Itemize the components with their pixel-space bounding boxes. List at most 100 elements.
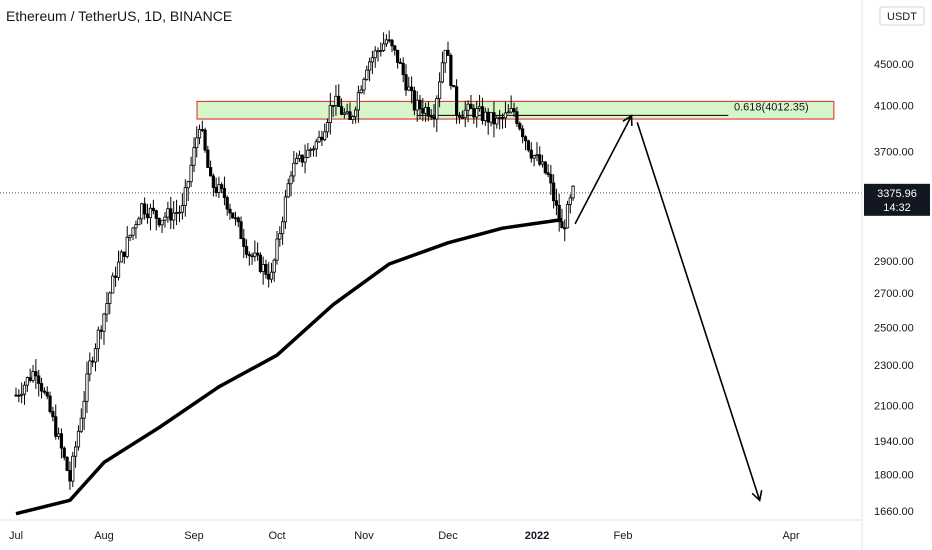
candle[interactable] bbox=[443, 49, 447, 73]
candle[interactable] bbox=[195, 126, 199, 158]
candle[interactable] bbox=[446, 41, 450, 56]
candle[interactable] bbox=[469, 94, 473, 110]
candle[interactable] bbox=[54, 404, 58, 440]
candle[interactable] bbox=[269, 262, 274, 283]
candle[interactable] bbox=[376, 47, 380, 62]
candle[interactable] bbox=[297, 150, 302, 162]
candle[interactable] bbox=[140, 202, 144, 225]
candle[interactable] bbox=[571, 184, 575, 201]
candle[interactable] bbox=[261, 256, 265, 285]
candle[interactable] bbox=[264, 259, 268, 279]
candle[interactable] bbox=[303, 144, 307, 174]
candle[interactable] bbox=[160, 219, 164, 233]
candle[interactable] bbox=[228, 203, 232, 220]
candle[interactable] bbox=[317, 130, 321, 144]
candle[interactable] bbox=[51, 406, 55, 422]
candle[interactable] bbox=[286, 178, 290, 199]
candle[interactable] bbox=[407, 76, 411, 92]
candle[interactable] bbox=[174, 199, 179, 226]
candle[interactable] bbox=[236, 216, 240, 228]
candle[interactable] bbox=[186, 180, 190, 201]
candle[interactable] bbox=[390, 38, 394, 52]
candle[interactable] bbox=[281, 216, 285, 245]
candle[interactable] bbox=[429, 109, 433, 121]
candle[interactable] bbox=[180, 193, 184, 220]
candle[interactable] bbox=[463, 100, 467, 128]
candle[interactable] bbox=[208, 160, 213, 177]
candle[interactable] bbox=[495, 115, 499, 129]
candle[interactable] bbox=[563, 219, 567, 242]
candle[interactable] bbox=[334, 85, 338, 116]
candle[interactable] bbox=[189, 156, 193, 187]
candle[interactable] bbox=[28, 368, 32, 383]
candle[interactable] bbox=[256, 242, 260, 261]
candle[interactable] bbox=[42, 387, 46, 395]
candle[interactable] bbox=[292, 151, 296, 183]
candle[interactable] bbox=[512, 102, 516, 117]
projection-up-arrow[interactable] bbox=[574, 114, 633, 225]
candle[interactable] bbox=[398, 58, 403, 64]
candle[interactable] bbox=[379, 42, 383, 57]
candle[interactable] bbox=[421, 98, 425, 122]
candle[interactable] bbox=[314, 138, 318, 157]
candle[interactable] bbox=[401, 57, 405, 83]
candle[interactable] bbox=[239, 216, 243, 240]
candle[interactable] bbox=[283, 189, 288, 229]
candle[interactable] bbox=[554, 188, 559, 216]
candle[interactable] bbox=[289, 170, 293, 197]
candle[interactable] bbox=[114, 266, 118, 287]
candle[interactable] bbox=[523, 135, 528, 151]
candle[interactable] bbox=[143, 197, 147, 220]
candle[interactable] bbox=[71, 451, 75, 488]
candle[interactable] bbox=[359, 85, 363, 94]
candle[interactable] bbox=[435, 95, 439, 133]
candle[interactable] bbox=[203, 127, 207, 153]
candle[interactable] bbox=[233, 211, 238, 226]
candle[interactable] bbox=[214, 177, 218, 197]
candle[interactable] bbox=[503, 101, 508, 128]
candle[interactable] bbox=[48, 391, 52, 414]
candle[interactable] bbox=[99, 325, 103, 340]
candle[interactable] bbox=[472, 104, 476, 124]
candle[interactable] bbox=[557, 193, 561, 232]
candle[interactable] bbox=[518, 121, 522, 131]
candle[interactable] bbox=[506, 104, 510, 114]
candle[interactable] bbox=[62, 446, 66, 461]
candle[interactable] bbox=[197, 124, 202, 145]
candle[interactable] bbox=[384, 34, 389, 47]
candle[interactable] bbox=[183, 179, 187, 217]
candle[interactable] bbox=[68, 461, 72, 490]
candle[interactable] bbox=[22, 381, 27, 405]
candle[interactable] bbox=[76, 425, 81, 451]
candle[interactable] bbox=[108, 291, 112, 315]
candle[interactable] bbox=[328, 92, 332, 135]
candle[interactable] bbox=[381, 32, 386, 52]
candle[interactable] bbox=[116, 250, 121, 281]
candle[interactable] bbox=[278, 226, 282, 247]
candle[interactable] bbox=[137, 216, 141, 226]
candle[interactable] bbox=[45, 386, 49, 400]
candle[interactable] bbox=[452, 85, 456, 88]
candle[interactable] bbox=[177, 205, 182, 223]
candle[interactable] bbox=[242, 228, 246, 259]
candle[interactable] bbox=[102, 312, 106, 345]
candle[interactable] bbox=[85, 361, 89, 413]
candle[interactable] bbox=[122, 251, 126, 264]
candle[interactable] bbox=[172, 200, 176, 230]
candle[interactable] bbox=[529, 142, 533, 163]
candle[interactable] bbox=[253, 240, 257, 262]
candle[interactable] bbox=[34, 359, 38, 390]
candle[interactable] bbox=[568, 194, 572, 214]
candle[interactable] bbox=[320, 130, 324, 147]
candle[interactable] bbox=[342, 108, 346, 119]
candle[interactable] bbox=[17, 389, 21, 403]
candle[interactable] bbox=[440, 51, 445, 84]
candle[interactable] bbox=[300, 154, 304, 167]
candle[interactable] bbox=[426, 101, 431, 122]
candle[interactable] bbox=[404, 64, 408, 96]
candle[interactable] bbox=[337, 84, 341, 107]
candle[interactable] bbox=[91, 356, 95, 367]
candle[interactable] bbox=[387, 30, 391, 43]
candle[interactable] bbox=[125, 226, 129, 259]
